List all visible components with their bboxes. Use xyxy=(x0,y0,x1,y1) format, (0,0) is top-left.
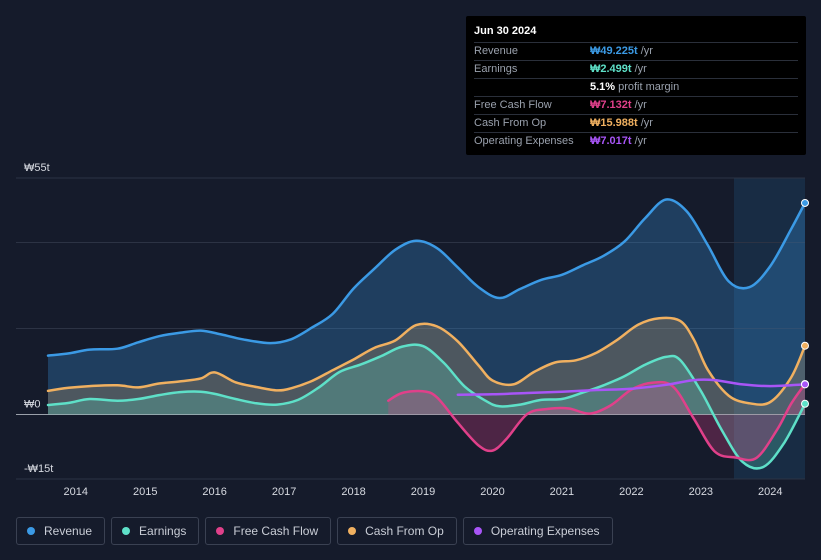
line-free-cash-flow xyxy=(387,380,807,462)
legend-dot-icon xyxy=(473,527,482,535)
legend-dot-icon xyxy=(216,527,225,535)
tooltip-row: Operating Expenses ₩7.017t/yr xyxy=(474,133,798,150)
tooltip-row-value: ₩49.225t xyxy=(590,45,638,57)
tooltip-row-unit: /yr xyxy=(634,63,647,75)
legend-item-operating-expenses[interactable]: Operating Expenses xyxy=(462,517,613,545)
tooltip-row: Revenue ₩49.225t/yr xyxy=(474,43,798,61)
tooltip-row-label: Cash From Op xyxy=(474,117,547,129)
tooltip-row-unit: /yr xyxy=(640,117,653,129)
line-earnings xyxy=(46,343,807,470)
end-dot-earnings xyxy=(801,399,809,408)
legend: Revenue Earnings Free Cash Flow Cash From O… xyxy=(16,517,619,547)
legend-label: Revenue xyxy=(44,524,93,538)
x-axis-labels: 2014 2015 2016 2017 2018 2019 2020 2021 2022 2023… xyxy=(64,486,783,498)
legend-label: Free Cash Flow xyxy=(233,524,319,538)
y-tick-label: ₩55t xyxy=(24,162,50,174)
line-revenue xyxy=(46,198,807,357)
end-dot-operating-expenses xyxy=(801,380,809,389)
x-tick-label: 2024 xyxy=(758,486,782,498)
legend-dot-icon xyxy=(122,527,131,535)
series-lines xyxy=(46,198,807,470)
area-revenue xyxy=(48,199,805,415)
x-tick-label: 2018 xyxy=(341,486,365,498)
tooltip-row-unit: /yr xyxy=(634,135,647,147)
end-dot-revenue xyxy=(801,198,809,207)
x-tick-label: 2023 xyxy=(689,486,713,498)
y-tick-label: -₩15t xyxy=(24,463,53,475)
tooltip-row-label xyxy=(474,79,590,96)
x-tick-label: 2019 xyxy=(411,486,435,498)
x-tick-label: 2021 xyxy=(550,486,574,498)
chart-area: ₩55t ₩0 -₩15t 2014 2015 2016 2017 2018 2019 2020… xyxy=(16,162,809,498)
tooltip-row-value: ₩2.499t xyxy=(590,63,632,75)
tooltip-row-label: Revenue xyxy=(474,45,519,57)
tooltip-row: Free Cash Flow ₩7.132t/yr xyxy=(474,97,798,115)
legend-item-earnings[interactable]: Earnings xyxy=(111,517,200,545)
x-tick-label: 2016 xyxy=(202,486,226,498)
x-tick-label: 2017 xyxy=(272,486,296,498)
tooltip-row-label: Free Cash Flow xyxy=(474,99,552,111)
series-end-dots xyxy=(801,198,809,408)
y-axis-labels: ₩55t ₩0 -₩15t xyxy=(24,162,53,475)
tooltip-row-value: ₩7.132t xyxy=(590,99,632,111)
tooltip-row-label: Operating Expenses xyxy=(474,135,574,147)
y-tick-label: ₩0 xyxy=(24,399,41,411)
x-tick-label: 2014 xyxy=(64,486,88,498)
legend-item-revenue[interactable]: Revenue xyxy=(16,517,106,545)
legend-label: Operating Expenses xyxy=(490,524,600,538)
tooltip-row-unit: /yr xyxy=(640,45,653,57)
legend-item-cash-from-op[interactable]: Cash From Op xyxy=(337,517,457,545)
tooltip-panel: Jun 30 2024 Revenue ₩49.225t/yr Earnings ₩2… xyxy=(466,16,806,155)
end-dot-cash-from-op xyxy=(801,341,809,350)
legend-item-free-cash-flow[interactable]: Free Cash Flow xyxy=(205,517,332,545)
tooltip-row: Cash From Op ₩15.988t/yr xyxy=(474,115,798,133)
legend-label: Earnings xyxy=(139,524,187,538)
x-tick-label: 2015 xyxy=(133,486,157,498)
x-tick-label: 2020 xyxy=(480,486,504,498)
tooltip-row-value: ₩15.988t xyxy=(590,117,638,129)
line-cash-from-op xyxy=(46,316,807,406)
tooltip-row: 5.1% profit margin xyxy=(474,79,798,97)
legend-dot-icon xyxy=(27,527,35,535)
tooltip-date: Jun 30 2024 xyxy=(474,23,798,43)
tooltip-row-value: 5.1% xyxy=(590,81,616,93)
tooltip-row-label: Earnings xyxy=(474,63,518,75)
area-earnings xyxy=(48,344,805,469)
legend-label: Cash From Op xyxy=(365,524,444,538)
tooltip-row-unit: profit margin xyxy=(618,81,680,93)
area-free-cash-flow xyxy=(388,382,805,461)
line-operating-expenses xyxy=(456,378,807,396)
tooltip-row-unit: /yr xyxy=(634,99,647,111)
x-tick-label: 2022 xyxy=(619,486,643,498)
tooltip-row: Earnings ₩2.499t/yr xyxy=(474,61,798,79)
tooltip-row-value: ₩7.017t xyxy=(590,135,632,147)
legend-dot-icon xyxy=(348,527,357,535)
